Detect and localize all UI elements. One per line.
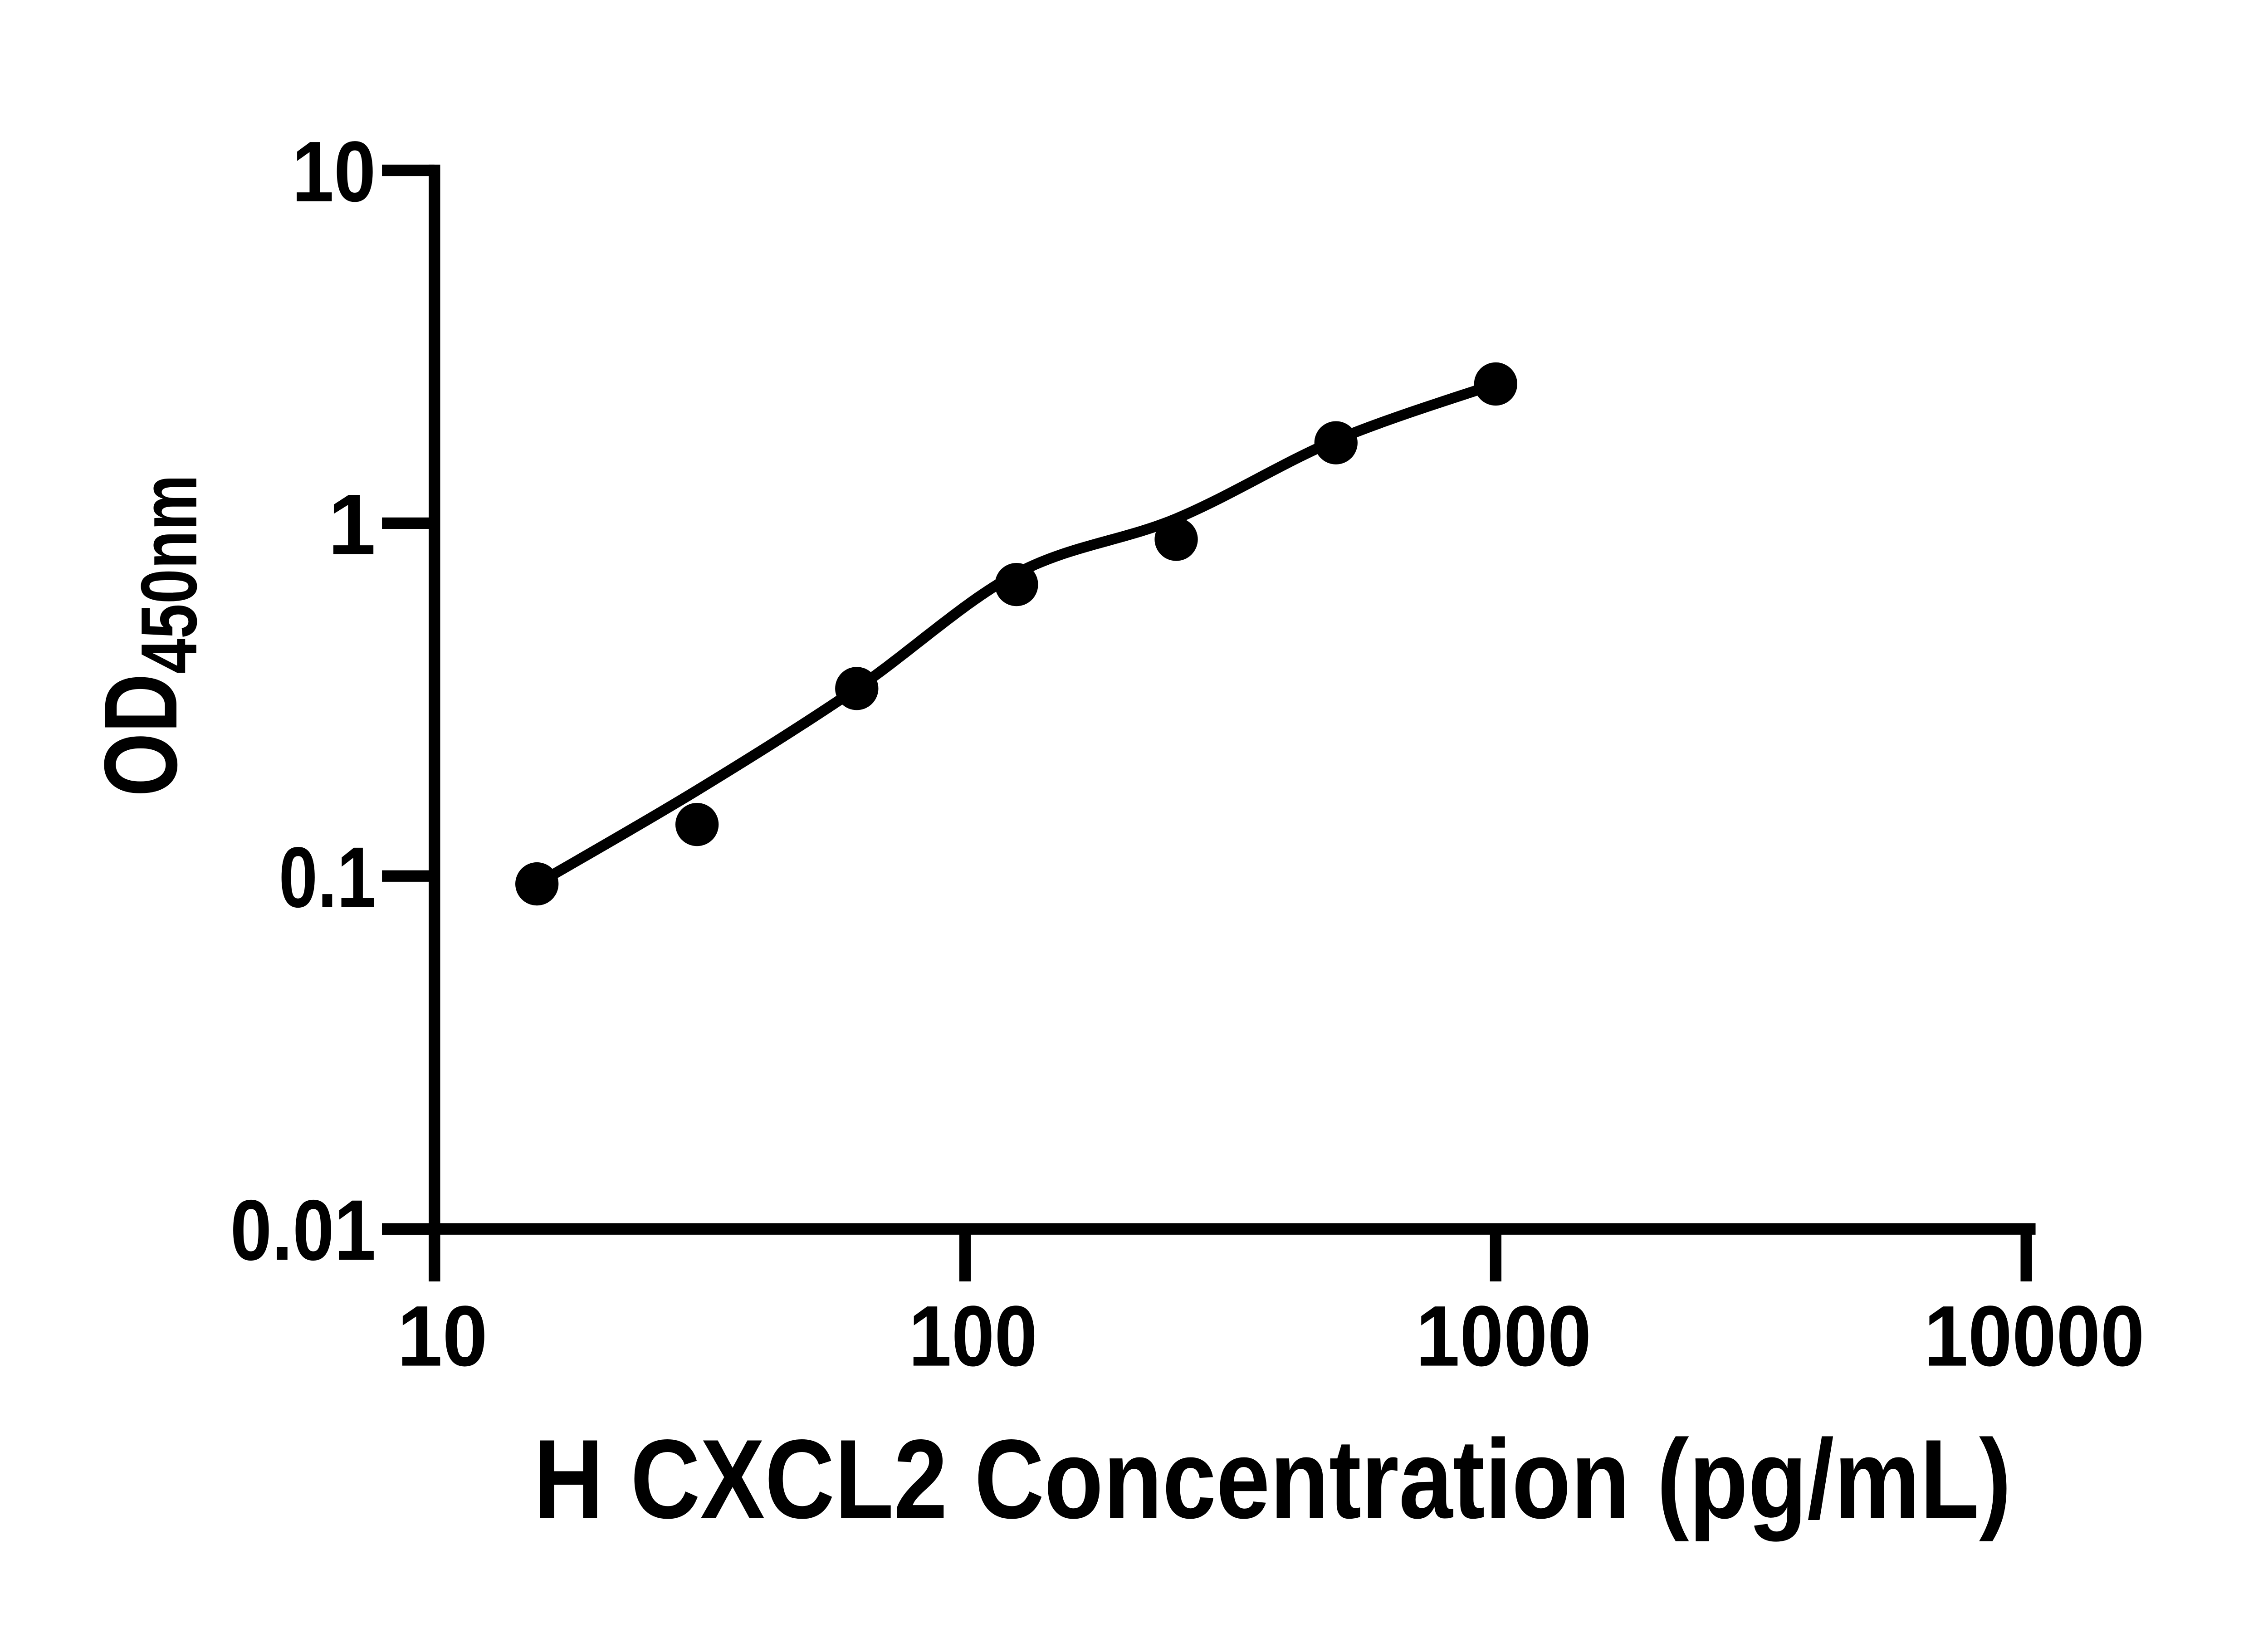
y-tick-label: 0.1	[279, 829, 376, 925]
data-point	[1314, 421, 1358, 464]
data-point	[515, 862, 559, 906]
y-tick-label: 10	[292, 124, 376, 220]
chart-background	[0, 22, 2268, 1611]
y-axis-title-main: OD	[83, 674, 199, 797]
data-point	[1154, 518, 1198, 561]
x-tick-label: 1000	[1416, 1288, 1591, 1384]
axes	[382, 164, 2036, 1281]
y-axis-title: OD450nm	[83, 474, 214, 797]
data-point	[835, 667, 879, 710]
data-point	[675, 802, 719, 846]
y-tick-label: 1	[328, 476, 376, 572]
y-tick-label: 0.01	[230, 1182, 376, 1278]
y-axis-title-subscript: 450nm	[125, 474, 214, 674]
x-tick-label: 100	[909, 1288, 1037, 1384]
x-tick-label: 10000	[1924, 1288, 2145, 1384]
x-tick-label: 10	[397, 1288, 488, 1384]
data-series	[515, 362, 1518, 906]
data-point	[1474, 362, 1518, 406]
data-point	[995, 562, 1038, 606]
x-axis-title: H CXCL2 Concentration (pg/mL)	[534, 1416, 2011, 1542]
